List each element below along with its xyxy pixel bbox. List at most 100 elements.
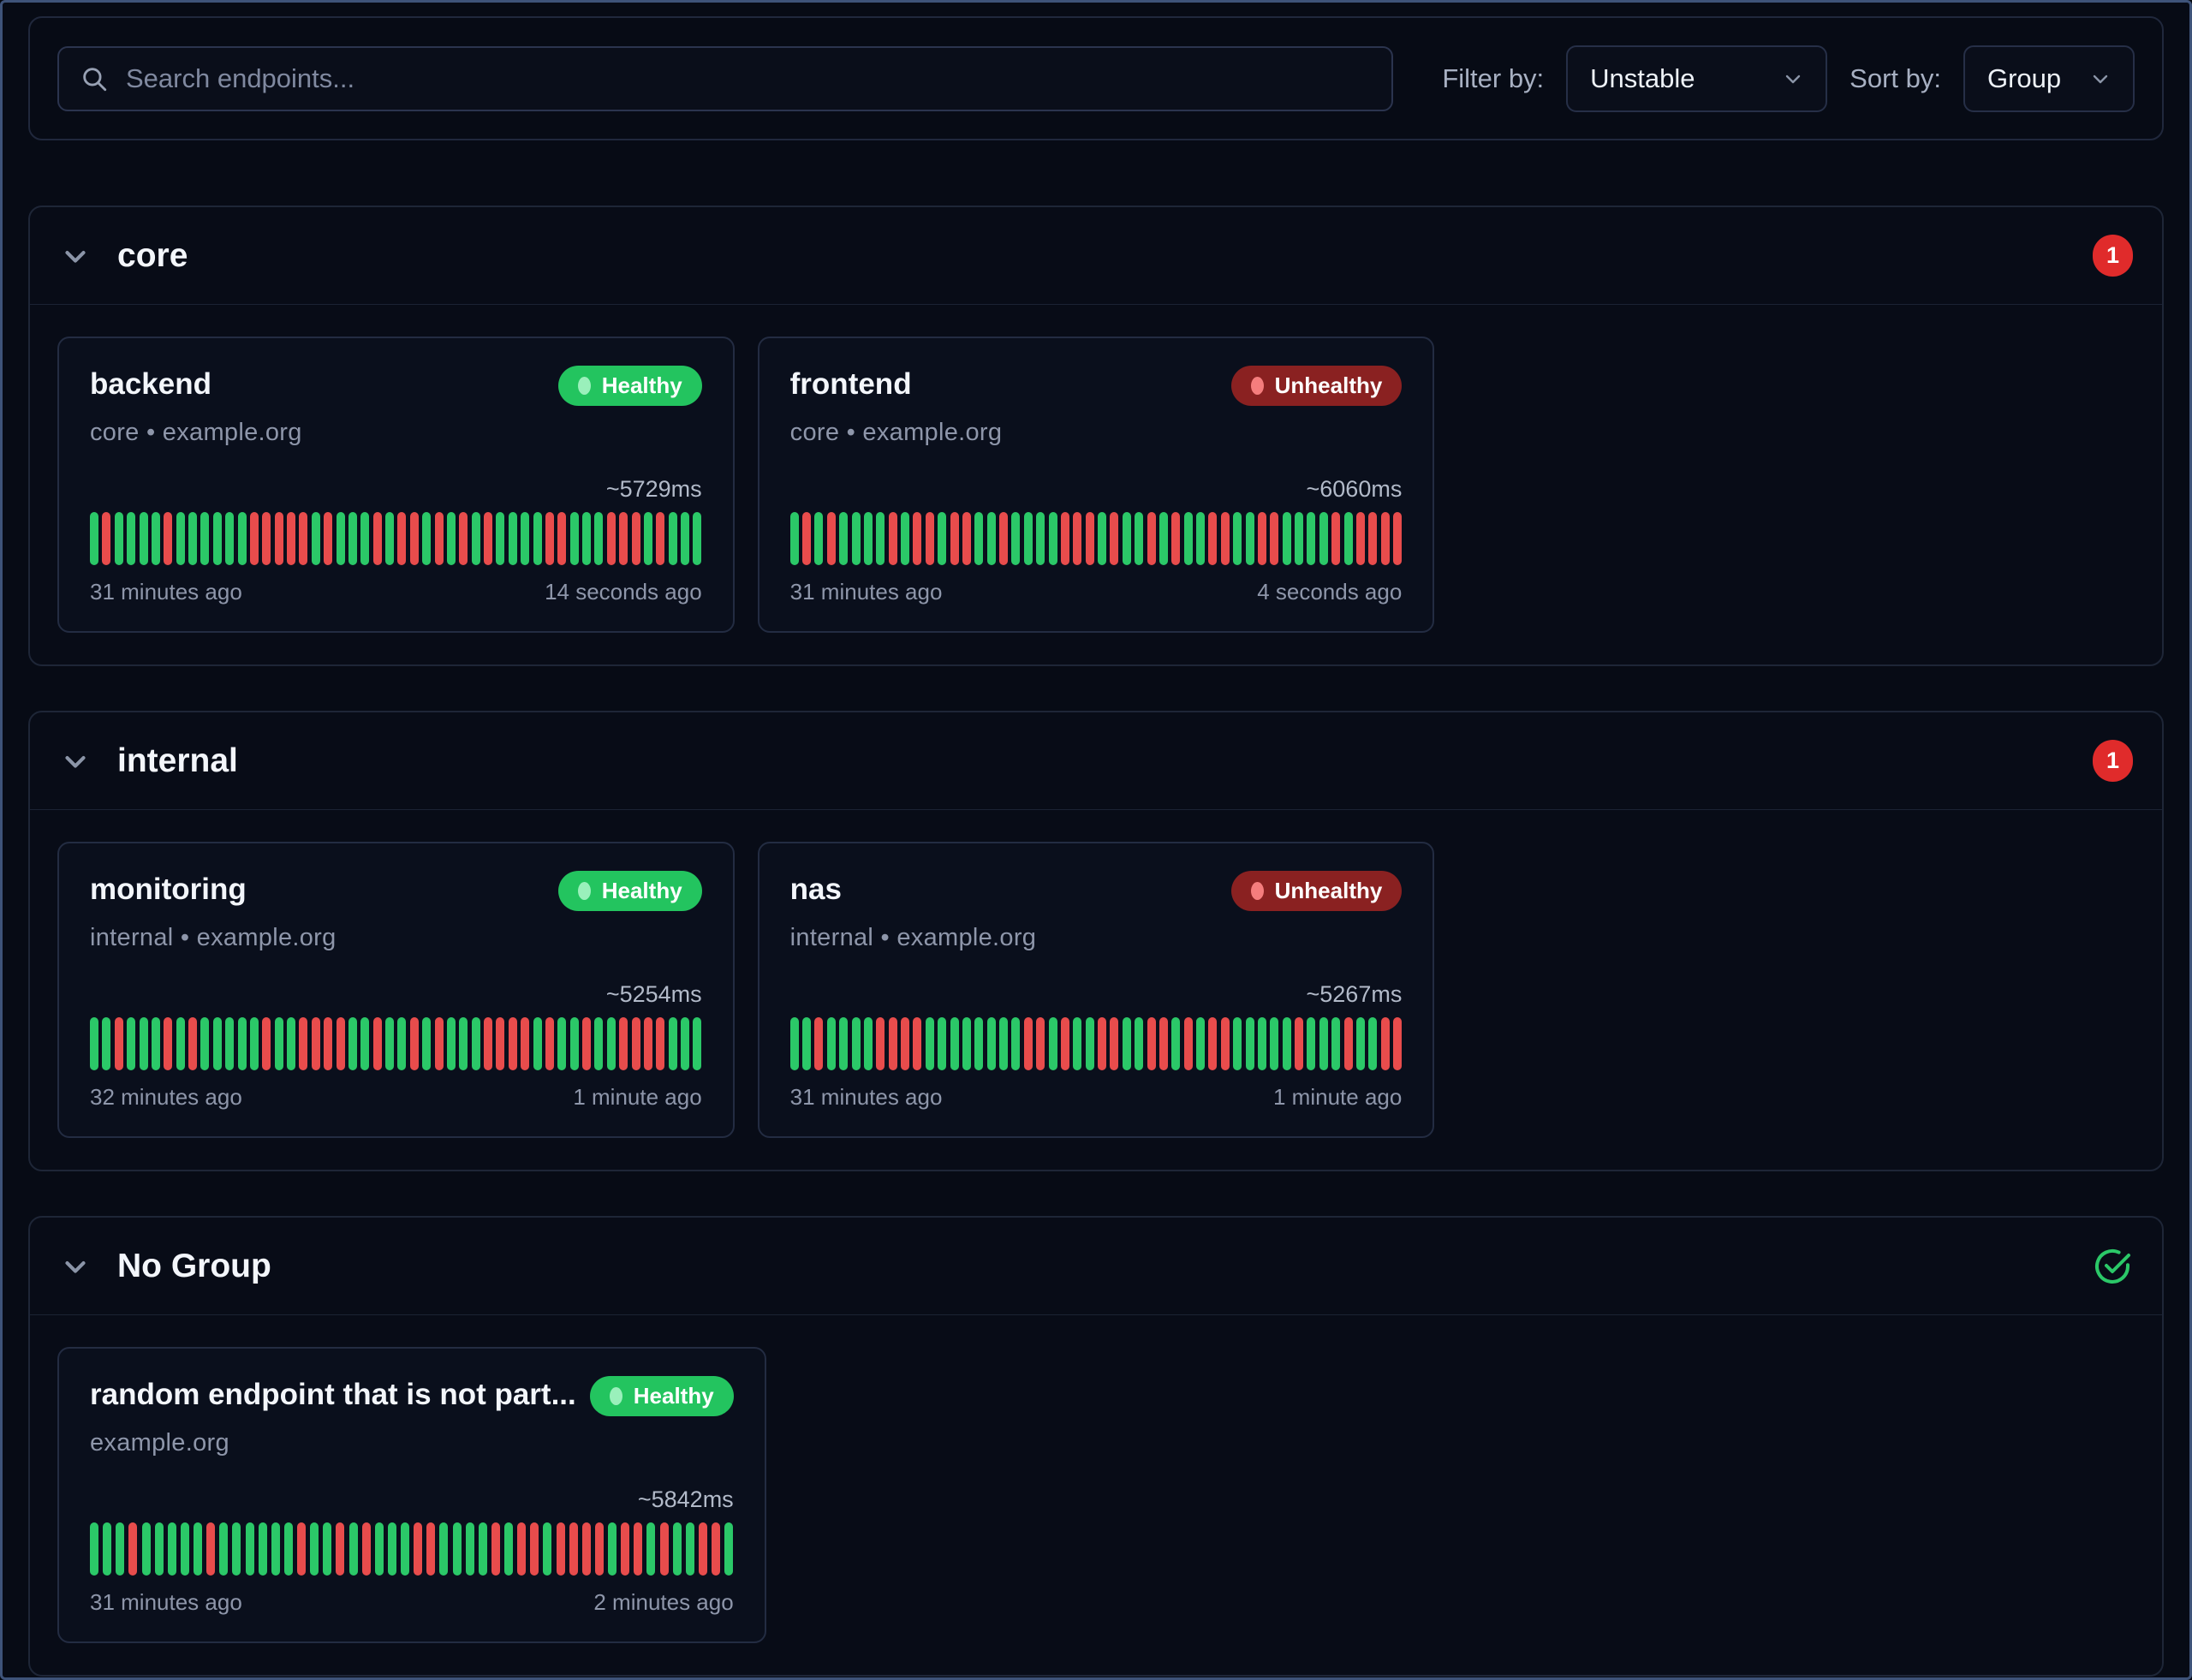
health-bar-failure[interactable]: [802, 512, 812, 565]
health-bar-success[interactable]: [167, 1522, 176, 1576]
health-bar-success[interactable]: [374, 1522, 384, 1576]
health-bar-success[interactable]: [348, 1017, 357, 1070]
health-bar-success[interactable]: [219, 1522, 229, 1576]
health-bar-success[interactable]: [557, 1017, 567, 1070]
health-bar-success[interactable]: [814, 512, 824, 565]
health-bar-success[interactable]: [249, 1017, 259, 1070]
health-bar-success[interactable]: [569, 1017, 579, 1070]
group-header-core[interactable]: core 1: [30, 207, 2162, 305]
health-bar-success[interactable]: [986, 512, 996, 565]
health-bar-success[interactable]: [1355, 1017, 1365, 1070]
health-bar-success[interactable]: [1331, 1017, 1341, 1070]
health-bar-success[interactable]: [851, 1017, 861, 1070]
health-bar-success[interactable]: [1196, 1017, 1206, 1070]
health-bar-success[interactable]: [237, 1017, 247, 1070]
health-bar-failure[interactable]: [324, 512, 333, 565]
health-bar-success[interactable]: [789, 512, 799, 565]
health-history-bars[interactable]: [789, 512, 1403, 565]
health-bar-success[interactable]: [245, 1522, 254, 1576]
health-bar-failure[interactable]: [508, 1017, 517, 1070]
health-bar-success[interactable]: [1048, 512, 1057, 565]
health-bar-success[interactable]: [594, 1017, 604, 1070]
health-bar-success[interactable]: [1036, 512, 1045, 565]
health-bar-failure[interactable]: [888, 1017, 897, 1070]
health-bar-failure[interactable]: [517, 1522, 527, 1576]
health-history-bars[interactable]: [789, 1017, 1403, 1070]
health-bar-failure[interactable]: [484, 1017, 492, 1070]
health-bar-success[interactable]: [826, 1017, 836, 1070]
health-bar-success[interactable]: [401, 1522, 409, 1576]
health-bar-failure[interactable]: [698, 1522, 707, 1576]
health-bar-success[interactable]: [1233, 512, 1242, 565]
health-bar-success[interactable]: [1319, 1017, 1328, 1070]
health-bar-success[interactable]: [863, 1017, 873, 1070]
health-bar-success[interactable]: [724, 1522, 734, 1576]
health-history-bars[interactable]: [90, 512, 702, 565]
health-bar-success[interactable]: [543, 1522, 552, 1576]
endpoint-card-nas[interactable]: nas Unhealthy internal • example.org ~52…: [757, 842, 1435, 1138]
health-bar-failure[interactable]: [1073, 512, 1082, 565]
health-bar-success[interactable]: [141, 1522, 151, 1576]
health-bar-failure[interactable]: [1147, 512, 1156, 565]
health-bar-success[interactable]: [180, 1522, 189, 1576]
search-input[interactable]: [126, 63, 1371, 94]
health-bar-failure[interactable]: [962, 512, 971, 565]
health-bar-success[interactable]: [569, 512, 579, 565]
health-bar-success[interactable]: [385, 512, 394, 565]
health-bar-success[interactable]: [323, 1522, 332, 1576]
health-bar-success[interactable]: [465, 1522, 474, 1576]
health-bar-success[interactable]: [668, 1017, 677, 1070]
health-bar-failure[interactable]: [249, 512, 259, 565]
health-bar-success[interactable]: [693, 1017, 702, 1070]
health-bar-failure[interactable]: [659, 1522, 669, 1576]
health-bar-failure[interactable]: [414, 1522, 423, 1576]
health-bar-success[interactable]: [194, 1522, 202, 1576]
health-bar-failure[interactable]: [545, 1017, 554, 1070]
health-bar-failure[interactable]: [913, 512, 922, 565]
health-bar-success[interactable]: [154, 1522, 164, 1576]
health-bar-failure[interactable]: [1060, 512, 1069, 565]
health-bar-success[interactable]: [1282, 512, 1291, 565]
health-bar-failure[interactable]: [557, 512, 567, 565]
health-bar-failure[interactable]: [459, 512, 468, 565]
health-bar-failure[interactable]: [372, 1017, 382, 1070]
health-bar-failure[interactable]: [1023, 1017, 1033, 1070]
health-bar-success[interactable]: [1011, 512, 1021, 565]
health-bar-failure[interactable]: [1220, 512, 1230, 565]
health-bar-success[interactable]: [594, 512, 604, 565]
health-bar-failure[interactable]: [397, 512, 407, 565]
health-bar-failure[interactable]: [925, 512, 934, 565]
health-bar-failure[interactable]: [336, 1017, 345, 1070]
health-bar-failure[interactable]: [484, 512, 492, 565]
health-bar-failure[interactable]: [530, 1522, 539, 1576]
health-bar-failure[interactable]: [631, 1017, 640, 1070]
health-bar-success[interactable]: [672, 1522, 682, 1576]
health-bar-success[interactable]: [114, 512, 123, 565]
health-bar-success[interactable]: [1159, 512, 1168, 565]
health-bar-success[interactable]: [446, 512, 456, 565]
health-bar-success[interactable]: [348, 1522, 358, 1576]
health-bar-failure[interactable]: [496, 1017, 505, 1070]
health-bar-failure[interactable]: [409, 1017, 419, 1070]
health-bar-success[interactable]: [582, 512, 591, 565]
health-bar-failure[interactable]: [1393, 512, 1403, 565]
health-bar-failure[interactable]: [1036, 1017, 1045, 1070]
health-bar-success[interactable]: [274, 1017, 283, 1070]
health-bar-success[interactable]: [212, 1017, 222, 1070]
health-bar-success[interactable]: [237, 512, 247, 565]
health-bar-success[interactable]: [151, 1017, 160, 1070]
health-bar-failure[interactable]: [826, 512, 836, 565]
health-bar-success[interactable]: [1135, 512, 1144, 565]
health-bar-success[interactable]: [1295, 512, 1304, 565]
health-bar-failure[interactable]: [814, 1017, 824, 1070]
health-bar-success[interactable]: [863, 512, 873, 565]
health-bar-failure[interactable]: [619, 1017, 628, 1070]
endpoint-card-frontend[interactable]: frontend Unhealthy core • example.org ~6…: [757, 337, 1435, 633]
health-bar-success[interactable]: [336, 512, 345, 565]
health-bar-success[interactable]: [139, 512, 148, 565]
health-bar-success[interactable]: [496, 512, 505, 565]
health-bar-failure[interactable]: [1368, 512, 1378, 565]
health-bar-failure[interactable]: [426, 1522, 436, 1576]
health-bar-success[interactable]: [127, 1017, 136, 1070]
health-bar-success[interactable]: [90, 1522, 98, 1576]
